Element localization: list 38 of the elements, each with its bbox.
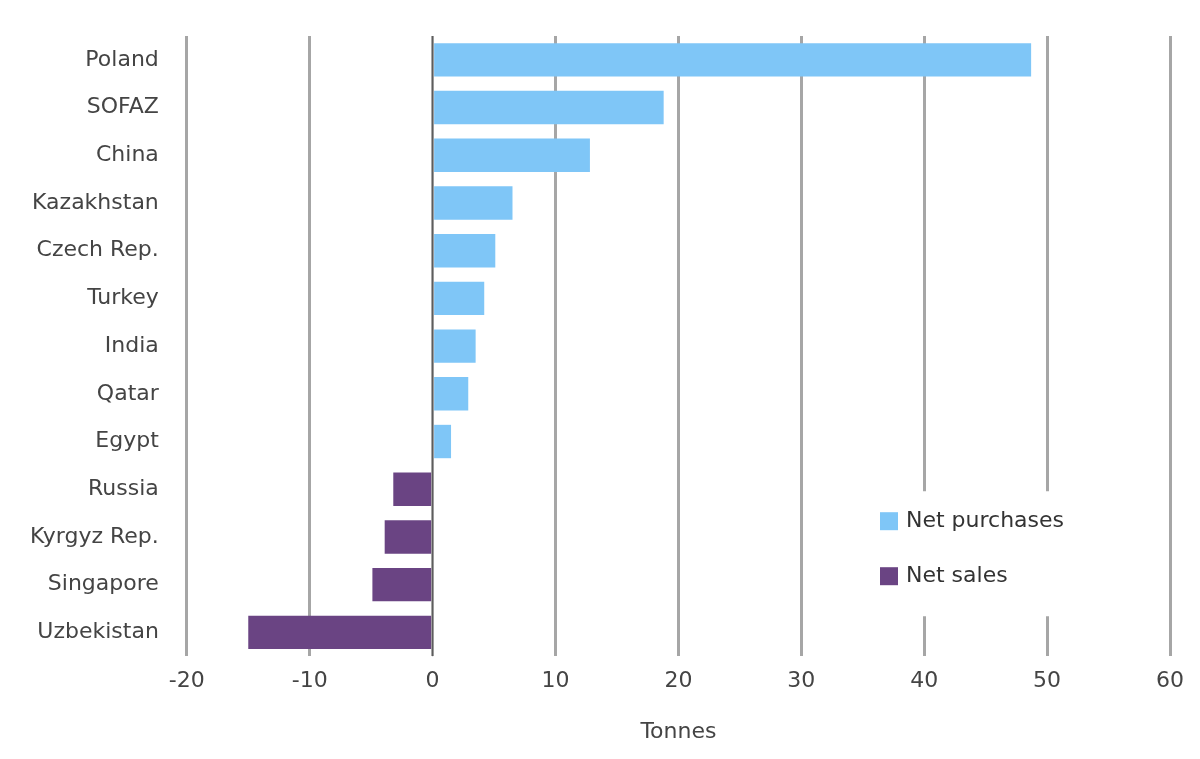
bar — [434, 138, 590, 172]
bar — [248, 615, 432, 650]
bar — [434, 43, 1032, 77]
legend-label: Net sales — [906, 561, 1008, 587]
bar — [434, 90, 664, 125]
bar — [384, 520, 432, 554]
y-tick-label: Czech Rep. — [36, 236, 159, 262]
y-tick-label: Poland — [85, 45, 159, 71]
y-tick-label: India — [104, 331, 159, 357]
x-tick-label: 10 — [541, 667, 570, 693]
y-tick-label: SOFAZ — [86, 93, 159, 119]
x-tick-label: -10 — [291, 667, 328, 693]
y-tick-label: Kazakhstan — [32, 188, 159, 214]
y-tick-label: Kyrgyz Rep. — [29, 522, 159, 548]
x-tick-label: 60 — [1156, 667, 1184, 693]
y-tick-label: Qatar — [96, 379, 160, 405]
y-tick-label: Russia — [88, 474, 159, 500]
y-tick-label: Turkey — [86, 284, 159, 310]
bar — [434, 186, 513, 220]
x-tick-label: 20 — [664, 667, 693, 693]
x-tick-label: 0 — [425, 667, 440, 693]
y-tick-label: Singapore — [47, 570, 159, 596]
bar — [434, 377, 469, 411]
bar — [434, 233, 496, 268]
bar — [393, 472, 432, 506]
y-tick-label: Egypt — [95, 427, 160, 453]
bar — [372, 567, 432, 602]
y-tick-label: Uzbekistan — [37, 618, 159, 644]
legend-label: Net purchases — [906, 506, 1065, 532]
x-tick-label: 40 — [910, 667, 939, 693]
x-tick-label: -20 — [168, 667, 205, 693]
bar — [434, 329, 476, 363]
bar — [434, 281, 485, 316]
x-tick-label: 50 — [1033, 667, 1062, 693]
x-tick-label: 30 — [787, 667, 816, 693]
bar — [434, 424, 452, 459]
y-tick-label: China — [95, 140, 159, 166]
x-axis-title: Tonnes — [639, 717, 717, 743]
